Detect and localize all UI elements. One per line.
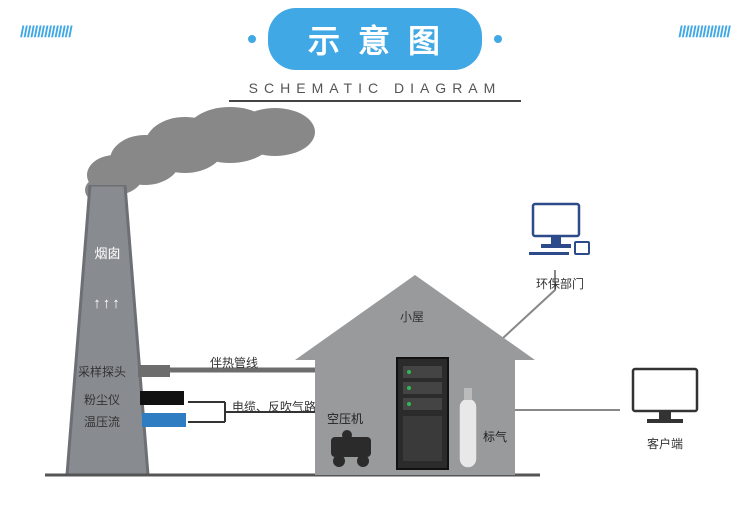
header: /////////////// 示意图 /////////////// SCHE… bbox=[0, 0, 750, 102]
desktop-computer-icon bbox=[525, 200, 595, 270]
client-label: 客户端 bbox=[625, 435, 705, 452]
decoration-slashes-left: /////////////// bbox=[20, 24, 72, 42]
heat-trace-label: 伴热管线 bbox=[210, 354, 258, 371]
decoration-slashes-right: /////////////// bbox=[678, 24, 730, 42]
compressor-icon bbox=[325, 429, 380, 469]
dot-icon bbox=[494, 35, 502, 43]
gas-cylinder-icon bbox=[455, 386, 481, 471]
cable-blowback-label: 电缆、反吹气路 bbox=[232, 398, 316, 415]
schematic-diagram: 烟囱 ↑↑↑ 采样探头 粉尘仪 温压流 伴热管线 电缆、反吹气路 小屋 空压机 bbox=[0, 110, 750, 515]
epa-label: 环保部门 bbox=[525, 275, 595, 292]
monitor-icon bbox=[625, 365, 705, 430]
epa-computer: 环保部门 bbox=[525, 200, 595, 275]
compressor-label: 空压机 bbox=[327, 410, 363, 427]
gas-label: 标气 bbox=[483, 428, 507, 445]
title-badge: 示意图 bbox=[268, 8, 482, 70]
client-computer: 客户端 bbox=[625, 365, 705, 435]
analyzer-rack-icon bbox=[395, 356, 450, 471]
house-body: 空压机 标气 bbox=[315, 348, 515, 475]
house-label: 小屋 bbox=[400, 308, 424, 325]
dot-icon bbox=[248, 35, 256, 43]
title-text: 示意图 bbox=[308, 23, 458, 59]
